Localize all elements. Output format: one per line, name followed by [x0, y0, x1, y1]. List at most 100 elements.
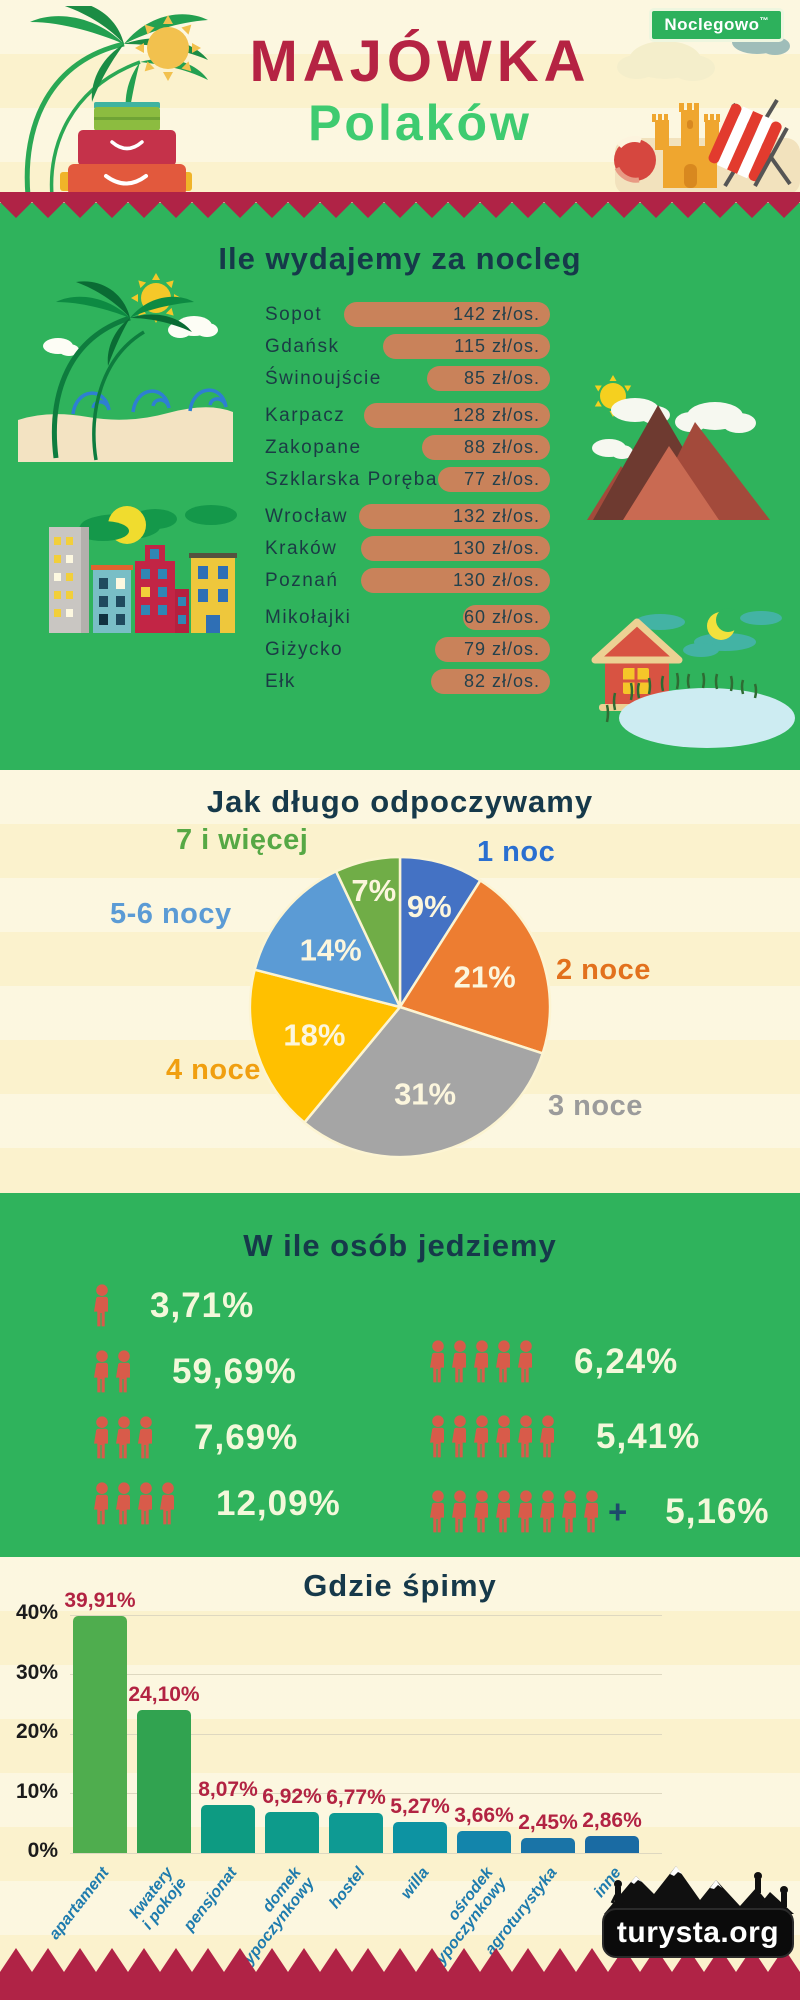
sleeping-section-background	[0, 1557, 800, 2000]
person-icon	[540, 1415, 554, 1458]
bar-value-label: 8,07%	[198, 1777, 258, 1801]
y-axis-label: 0%	[27, 1839, 58, 1862]
spending-row: Mikołajki 60 zł/os.	[265, 605, 550, 630]
percentage-value: 7,69%	[194, 1418, 299, 1457]
city-label: Świnoujście	[265, 368, 382, 389]
spending-group: Karpacz 128 zł/os. Zakopane 88 zł/os. Szklar…	[265, 403, 550, 492]
group-size-section-title: W ile osób jedziemy	[243, 1228, 557, 1263]
spending-rows: Sopot 142 zł/os. Gdańsk 115 zł/os. Świnoujśc…	[265, 302, 550, 706]
percentage-value: 5,16%	[665, 1492, 770, 1531]
cloud-icon	[635, 611, 782, 657]
person-icon	[160, 1482, 174, 1525]
page-title-line2: Polaków	[308, 95, 532, 151]
suitcases-icon	[60, 102, 192, 196]
city-label: Wrocław	[265, 506, 348, 527]
person-icon	[94, 1350, 108, 1393]
price-bar: 142 zł/os.	[344, 302, 550, 327]
bar-2	[137, 1709, 191, 1853]
city-label: Ełk	[265, 671, 296, 692]
pie-slice-6	[334, 855, 402, 1008]
sleeping-bar-chart: 0% 10% 20% 30% 40% 39,91% apartament 24,10% kwat…	[0, 1560, 800, 2000]
plus-sign: +	[608, 1493, 628, 1530]
person-icon	[430, 1340, 444, 1383]
city-label: Giżycko	[265, 639, 344, 660]
moon-icon	[707, 608, 740, 640]
mountains-icon	[587, 405, 770, 520]
price-bar: 82 zł/os.	[431, 669, 550, 694]
y-axis-label: 40%	[15, 1601, 58, 1624]
bar-3	[201, 1804, 255, 1853]
person-icon	[562, 1490, 576, 1533]
palm-suitcase-illustration	[24, 6, 208, 196]
person-icon	[496, 1490, 510, 1533]
spending-row: Wrocław 132 zł/os.	[265, 504, 550, 529]
person-icon	[138, 1482, 152, 1525]
person-icons	[428, 1415, 558, 1459]
person-icon	[540, 1490, 554, 1533]
gridline	[70, 1793, 662, 1794]
noclegowo-logo: Noclegowo™	[649, 8, 784, 42]
price-bar: 130 zł/os.	[361, 568, 550, 593]
price-bar: 130 zł/os.	[361, 536, 550, 561]
page-title-line1: MAJÓWKA	[249, 29, 591, 94]
lake-house-illustration	[591, 608, 795, 748]
city-label: Gdańsk	[265, 336, 340, 357]
turysta-logo-text: turysta.org	[602, 1908, 794, 1958]
group-size-section-background	[0, 1193, 800, 1557]
gridline	[70, 1733, 662, 1735]
spending-row: Sopot 142 zł/os.	[265, 302, 550, 327]
person-icon	[518, 1490, 532, 1533]
pie-callout-6: 7 i więcej	[176, 824, 309, 856]
price-bar: 115 zł/os.	[383, 334, 550, 359]
pie-callout-3: 3 noce	[548, 1090, 643, 1122]
spending-row: Karpacz 128 zł/os.	[265, 403, 550, 428]
price-bar: 60 zł/os.	[463, 605, 550, 630]
sleeping-section-title: Gdzie śpimy	[303, 1568, 497, 1603]
pie-slice-1	[398, 855, 483, 1012]
person-icon	[94, 1482, 108, 1525]
group-size-row: 7,69%	[92, 1416, 341, 1460]
person-icon	[518, 1340, 532, 1383]
pie-slice-4	[248, 968, 403, 1125]
pie-callout-4: 4 noce	[166, 1054, 261, 1086]
buildings-icon	[49, 527, 237, 633]
pie-callout-2: 2 noce	[556, 954, 651, 986]
person-icon	[94, 1416, 108, 1459]
turysta-logo: turysta.org	[602, 1862, 794, 1962]
bar-value-label: 6,92%	[262, 1784, 322, 1808]
pie-callout-1: 1 noc	[477, 836, 556, 868]
person-icon	[474, 1415, 488, 1458]
person-icon	[474, 1490, 488, 1533]
percentage-value: 59,69%	[172, 1352, 297, 1391]
city-label: Mikołajki	[265, 607, 352, 628]
person-icon	[430, 1415, 444, 1458]
gridline	[70, 1852, 662, 1854]
x-axis-label: hostel	[326, 1864, 369, 1912]
price-bar: 128 zł/os.	[364, 403, 550, 428]
bar-1	[73, 1615, 127, 1853]
pie-slice-5	[253, 869, 403, 1009]
group-size-row: +5,16%	[428, 1490, 770, 1534]
person-icon	[116, 1350, 130, 1393]
pie-percent-label: 14%	[300, 932, 362, 967]
spending-group: Sopot 142 zł/os. Gdańsk 115 zł/os. Świnoujśc…	[265, 302, 550, 391]
person-icon	[452, 1340, 466, 1383]
y-axis-label: 10%	[15, 1779, 58, 1803]
cloud-icon	[617, 41, 715, 81]
percentage-value: 12,09%	[216, 1484, 341, 1523]
group-size-row: 5,41%	[428, 1415, 770, 1459]
x-axis-label: pensjonat	[180, 1864, 241, 1935]
price-bar: 88 zł/os.	[422, 435, 550, 460]
pie-slice-3	[302, 1005, 545, 1159]
person-icon	[116, 1416, 130, 1459]
bar-7	[457, 1831, 511, 1853]
beach-illustration	[614, 30, 800, 195]
gridline	[70, 1614, 662, 1616]
city-illustration	[49, 505, 237, 633]
group-size-right-column: 6,24% 5,41% +5,16%	[428, 1340, 770, 1565]
person-icons	[92, 1416, 156, 1460]
trademark-symbol: ™	[759, 15, 769, 26]
city-label: Kraków	[265, 538, 338, 559]
percentage-value: 3,71%	[150, 1286, 255, 1325]
pie-percent-label: 31%	[394, 1076, 456, 1111]
